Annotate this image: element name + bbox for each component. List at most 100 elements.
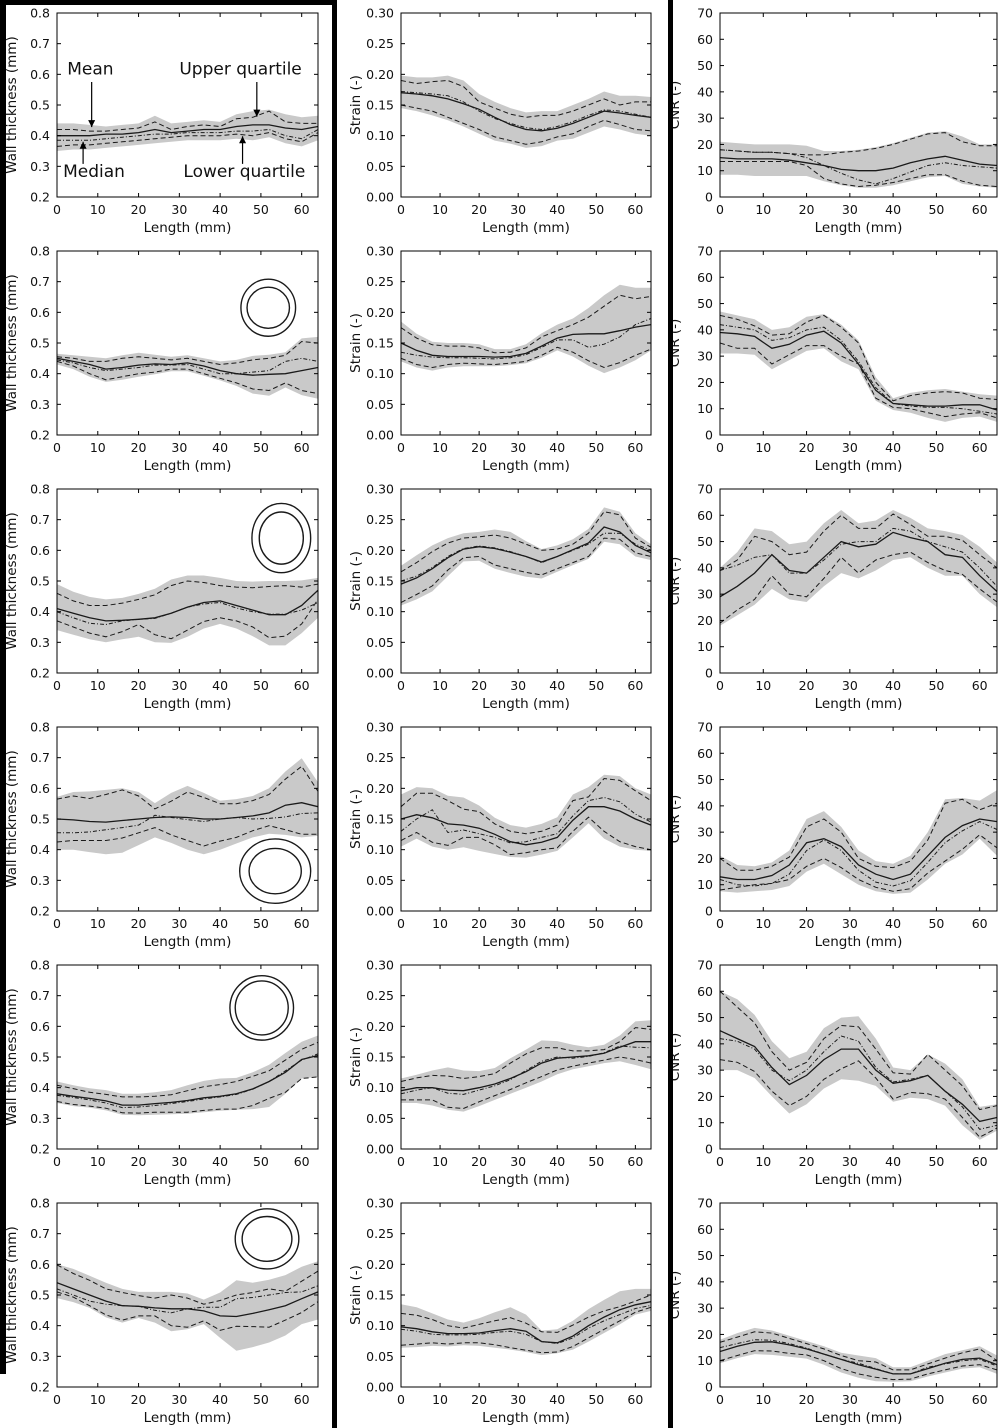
y-tick-label: 0.05 xyxy=(366,635,394,650)
x-tick-label: 30 xyxy=(171,1154,187,1169)
y-tick-label: 0.2 xyxy=(30,666,50,681)
y-tick-label: 0.7 xyxy=(30,274,50,289)
median-line-r6c1 xyxy=(57,1285,318,1314)
x-axis-label: Length (mm) xyxy=(482,1172,570,1188)
y-tick-label: 70 xyxy=(697,482,713,497)
annotation-label-lower-quartile: Lower quartile xyxy=(183,162,305,182)
x-tick-label: 50 xyxy=(928,678,944,693)
y-axis-label: CNR (-) xyxy=(673,319,683,368)
annotation-label-median: Median xyxy=(63,162,125,182)
iqr-band-r2c3 xyxy=(720,311,997,422)
x-tick-label: 0 xyxy=(53,916,61,931)
y-axis-label: CNR (-) xyxy=(673,81,683,130)
mean-line-r5c2 xyxy=(401,1041,651,1092)
x-tick-label: 10 xyxy=(432,440,448,455)
x-tick-label: 50 xyxy=(588,916,604,931)
upper_quartile-line-r4c2 xyxy=(401,777,651,835)
y-tick-label: 0 xyxy=(705,1380,713,1395)
iqr-band-r4c1 xyxy=(57,758,318,855)
y-tick-label: 30 xyxy=(697,111,713,126)
x-tick-label: 0 xyxy=(53,678,61,693)
lower_quartile-line-r2c3 xyxy=(720,342,997,419)
y-tick-label: 10 xyxy=(697,1353,713,1368)
y-tick-label: 0.6 xyxy=(30,543,50,558)
upper_quartile-line-r6c1 xyxy=(57,1264,318,1305)
x-tick-label: 30 xyxy=(510,1392,526,1407)
x-tick-label: 60 xyxy=(627,440,643,455)
x-tick-label: 30 xyxy=(171,440,187,455)
x-tick-label: 50 xyxy=(928,202,944,217)
y-tick-label: 0.30 xyxy=(366,6,394,21)
x-tick-label: 30 xyxy=(842,916,858,931)
subplot-r3c1: 0 10 20 30 40 50 60 0.2 0.3 0.4 0.5 0.6 0.7 0.8 Length… xyxy=(4,482,319,712)
y-tick-label: 0.6 xyxy=(30,1257,50,1272)
subplot-r4c2: 0 10 20 30 40 50 60 0.00 0.05 0.10 0.15 0.20 0.25 0.3… xyxy=(348,720,652,950)
y-tick-label: 30 xyxy=(697,1063,713,1078)
y-tick-label: 20 xyxy=(697,613,713,628)
x-tick-label: 10 xyxy=(755,1154,771,1169)
x-tick-label: 0 xyxy=(397,1154,405,1169)
mean-line-r6c3 xyxy=(720,1341,997,1375)
y-tick-label: 0.6 xyxy=(30,781,50,796)
y-tick-label: 20 xyxy=(697,137,713,152)
upper_quartile-line-r4c1 xyxy=(57,765,318,810)
lower_quartile-line-r6c1 xyxy=(57,1291,318,1331)
y-tick-label: 70 xyxy=(697,1196,713,1211)
lower_quartile-line-r3c2 xyxy=(401,537,651,603)
axes-frame xyxy=(719,12,998,198)
y-tick-label: 20 xyxy=(697,1327,713,1342)
y-tick-label: 0.05 xyxy=(366,1349,394,1364)
iqr-band-r6c2 xyxy=(401,1288,651,1356)
x-tick-label: 0 xyxy=(716,1392,724,1407)
x-tick-label: 20 xyxy=(131,202,147,217)
x-tick-label: 60 xyxy=(627,916,643,931)
y-axis-label: CNR (-) xyxy=(673,1271,683,1320)
x-tick-label: 10 xyxy=(755,678,771,693)
x-tick-label: 30 xyxy=(842,1392,858,1407)
x-tick-label: 0 xyxy=(397,440,405,455)
upper_quartile-line-r1c3 xyxy=(720,132,997,156)
x-axis-label: Length (mm) xyxy=(482,934,570,950)
x-tick-label: 20 xyxy=(471,440,487,455)
y-tick-label: 0.15 xyxy=(366,98,394,113)
annotation-arrowhead xyxy=(253,109,261,117)
y-tick-label: 0.10 xyxy=(366,1318,394,1333)
x-tick-label: 30 xyxy=(171,916,187,931)
axes-frame xyxy=(719,250,998,436)
x-axis-label: Length (mm) xyxy=(815,220,903,236)
median-line-r5c3 xyxy=(720,1035,997,1130)
y-tick-label: 0.4 xyxy=(30,842,50,857)
iqr-band-r1c3 xyxy=(720,131,997,188)
x-tick-label: 40 xyxy=(885,916,901,931)
x-tick-label: 20 xyxy=(799,202,815,217)
y-tick-label: 0.8 xyxy=(30,958,50,973)
y-tick-label: 0.25 xyxy=(366,1226,394,1241)
annotation-label-upper-quartile: Upper quartile xyxy=(179,59,301,79)
x-tick-label: 60 xyxy=(294,1392,310,1407)
y-tick-label: 0.25 xyxy=(366,512,394,527)
x-tick-label: 0 xyxy=(397,202,405,217)
y-tick-label: 0.3 xyxy=(30,397,50,412)
y-tick-label: 0.3 xyxy=(30,1111,50,1126)
subplot-r2c3: 0 10 20 30 40 50 60 0 10 20 30 40 50 60 70 Length (mm) C… xyxy=(673,244,998,474)
x-tick-label: 0 xyxy=(53,1392,61,1407)
x-tick-label: 50 xyxy=(588,440,604,455)
x-tick-label: 20 xyxy=(131,916,147,931)
y-tick-label: 0.10 xyxy=(366,842,394,857)
mean-line-r6c1 xyxy=(57,1282,318,1318)
x-tick-label: 60 xyxy=(294,202,310,217)
upper_quartile-line-r4c3 xyxy=(720,798,997,871)
median-line-r3c2 xyxy=(401,532,651,582)
x-tick-label: 40 xyxy=(885,440,901,455)
y-tick-label: 0.30 xyxy=(366,720,394,735)
median-line-r2c1 xyxy=(57,357,318,375)
y-tick-label: 0.15 xyxy=(366,812,394,827)
iqr-band-r4c2 xyxy=(401,774,651,858)
x-tick-label: 50 xyxy=(928,1392,944,1407)
x-tick-label: 40 xyxy=(549,1154,565,1169)
x-tick-label: 10 xyxy=(755,202,771,217)
upper_quartile-line-r2c1 xyxy=(57,340,318,366)
x-tick-label: 30 xyxy=(842,202,858,217)
subplot-r1c1: 0 10 20 30 40 50 60 0.2 0.3 0.4 0.5 0.6 0.7 0.8 Length… xyxy=(4,6,319,236)
y-axis-label: CNR (-) xyxy=(673,557,683,606)
